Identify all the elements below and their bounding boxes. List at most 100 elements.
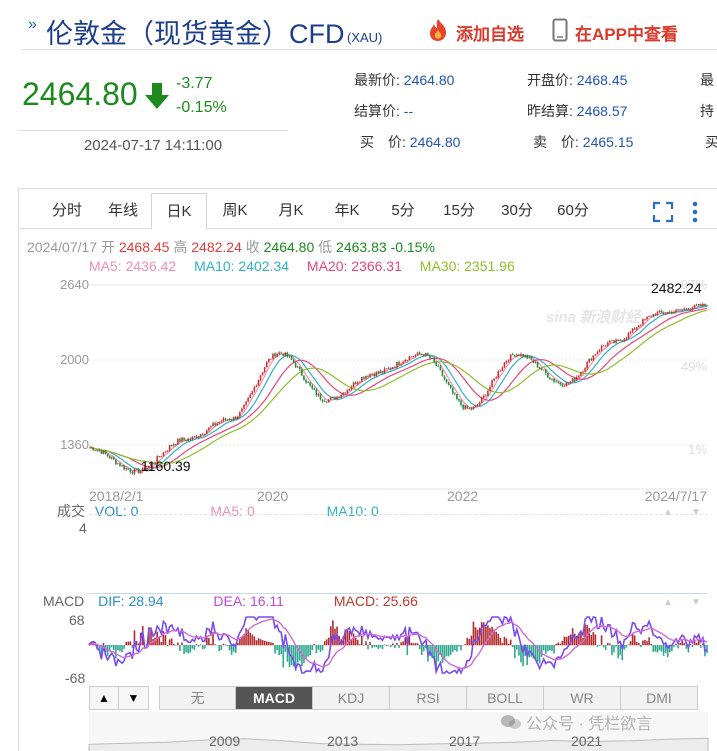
candle-body [470, 408, 473, 410]
macd-bar [230, 645, 233, 655]
macd-bar [536, 645, 539, 662]
tab-weekly-k[interactable]: 周K [222, 202, 248, 219]
candle-body [193, 436, 196, 438]
macd-bar [637, 642, 640, 646]
candle-body [125, 468, 128, 470]
tab-intraday[interactable]: 分时 [51, 202, 82, 219]
candle-body [371, 373, 373, 375]
tab-5min[interactable]: 5分 [391, 202, 415, 219]
y-tick-1360: 1360 [60, 437, 89, 452]
candle-body [199, 434, 202, 437]
candle-body [170, 445, 173, 447]
macd-bar [214, 644, 216, 646]
macd-bar [480, 622, 483, 646]
candle-body [429, 355, 431, 359]
macd-bar [210, 643, 212, 646]
macd-bar [125, 641, 128, 646]
tab-60min[interactable]: 60分 [557, 202, 589, 219]
macd-bar [272, 642, 274, 646]
candle-body [309, 382, 311, 386]
macd-bar [375, 645, 378, 648]
stat-truncated-3: 买 [705, 134, 717, 150]
candle-body [257, 379, 260, 386]
scroll-down-button[interactable]: ▼ [119, 686, 149, 710]
macd-bar [361, 635, 363, 646]
candle-body [575, 377, 578, 381]
tab-15min[interactable]: 15分 [443, 202, 475, 219]
candle-body [464, 405, 466, 409]
candle-body [449, 385, 452, 388]
macd-bar [497, 633, 500, 646]
tab-yearly-k[interactable]: 年K [334, 202, 360, 219]
macd-bar [675, 643, 677, 646]
candle-body [261, 372, 264, 376]
candle-body [396, 361, 398, 368]
tab-30min[interactable]: 30分 [501, 202, 533, 219]
macd-bar [699, 645, 702, 648]
candle-body [435, 361, 438, 366]
candle-body [338, 396, 340, 398]
macd-bar [150, 629, 152, 646]
macd-bar [691, 645, 694, 648]
macd-bar [108, 645, 111, 652]
indicator-tab-rsi[interactable]: RSI [390, 686, 467, 710]
macd-bar [677, 645, 679, 649]
candle-body [637, 325, 640, 328]
pct-tick-low: 1% [688, 442, 707, 457]
more-vertical-icon[interactable] [691, 201, 699, 228]
candle-body [146, 468, 148, 471]
macd-bar [499, 637, 502, 646]
candle-body [499, 370, 502, 372]
indicator-tab-macd[interactable]: MACD [236, 686, 313, 710]
macd-bar [154, 637, 156, 646]
add-favorite-button[interactable]: 添加自选 [427, 18, 524, 47]
ohlc-close-label: 收 [245, 239, 260, 255]
scroll-up-button[interactable]: ▲ [89, 686, 119, 710]
quote-datetime: 2024-07-17 14:11:00 [18, 130, 288, 160]
ma-line-30 [88, 309, 708, 465]
tab-yearline[interactable]: 年线 [107, 202, 138, 219]
macd-bar [234, 645, 237, 653]
candle-body [584, 368, 586, 372]
candle-body [542, 369, 545, 371]
macd-bar [313, 643, 316, 646]
candle-body [276, 353, 278, 357]
candle-body [387, 368, 390, 369]
indicator-tab-wr[interactable]: WR [544, 686, 621, 710]
indicator-tab-kdj[interactable]: KDJ [313, 686, 390, 710]
macd-value: MACD: 25.66 [333, 593, 418, 609]
candle-body [681, 309, 683, 311]
candle-body [336, 396, 338, 400]
macd-bar [228, 645, 231, 651]
chart-panel: 分时 年线 日K 周K 月K 年K 5分 15分 30分 60分 2024/07… [18, 188, 717, 751]
candle-body [234, 416, 237, 419]
candle-body [135, 469, 138, 470]
candle-body [621, 340, 624, 342]
macd-bar [185, 645, 187, 653]
indicator-tab-none[interactable]: 无 [159, 686, 236, 710]
indicator-tab-boll[interactable]: BOLL [467, 686, 544, 710]
overview-navigator[interactable]: 2009 2013 2017 2021 [19, 712, 717, 751]
fullscreen-icon[interactable] [652, 201, 674, 228]
candle-body [358, 381, 361, 383]
candle-body [662, 312, 665, 314]
kline-chart[interactable]: 2640 2000 1360 97% 49% 1% sina 新浪财经 2482… [19, 273, 717, 583]
candle-body [462, 404, 464, 409]
tab-daily-k[interactable]: 日K [151, 193, 207, 230]
macd-bar [365, 641, 367, 646]
candle-body [660, 310, 663, 313]
indicator-tab-dmi[interactable]: DMI [621, 686, 698, 710]
view-in-app-button[interactable]: 在APP中查看 [552, 18, 678, 47]
macd-bar [439, 645, 442, 655]
macd-bar [327, 637, 330, 646]
y-tick-2640: 2640 [60, 277, 89, 292]
candle-body [373, 373, 376, 376]
macd-bar [685, 645, 688, 649]
macd-bar [193, 645, 196, 650]
tab-monthly-k[interactable]: 月K [278, 202, 304, 219]
macd-bar [590, 635, 593, 646]
candle-body [478, 402, 481, 405]
candle-body [544, 369, 547, 374]
ma5-label: MA5: 2436.42 [89, 258, 177, 274]
macd-bar [299, 645, 301, 661]
